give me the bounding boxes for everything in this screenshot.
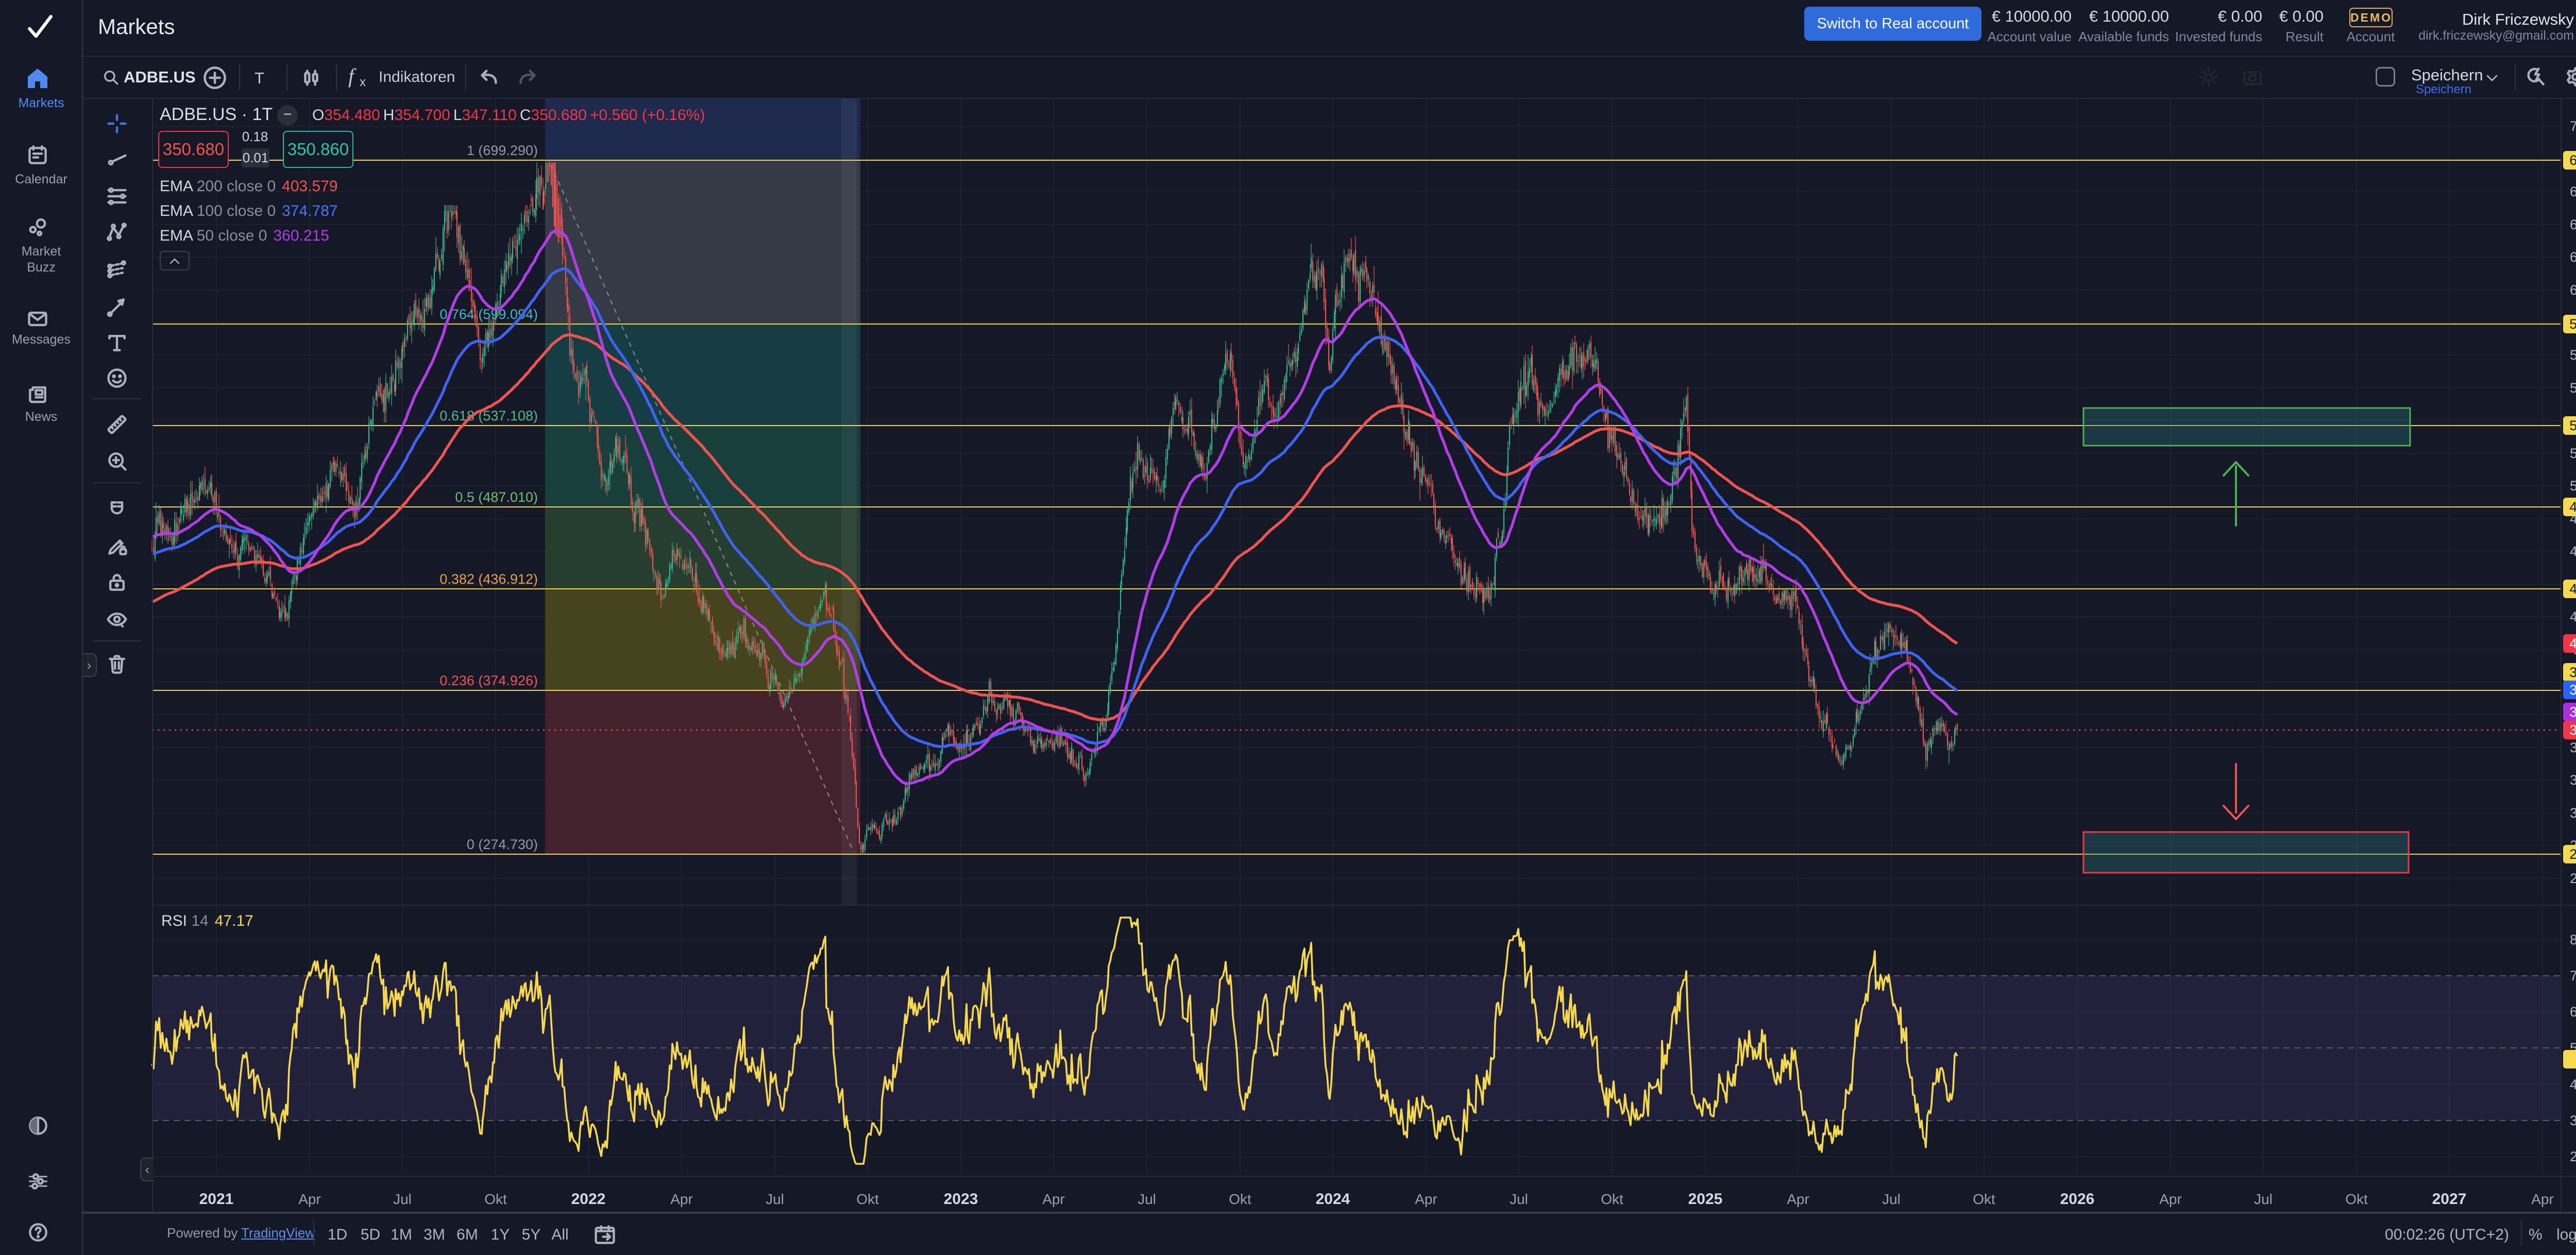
svg-text:0 (274.730): 0 (274.730) (467, 837, 538, 852)
svg-text:0.618 (537.108): 0.618 (537.108) (439, 408, 538, 423)
svg-text:0.382 (436.912): 0.382 (436.912) (439, 571, 538, 587)
svg-text:0.236 (374.926): 0.236 (374.926) (439, 673, 538, 688)
svg-text:1 (699.290): 1 (699.290) (467, 143, 538, 158)
svg-text:0.5 (487.010): 0.5 (487.010) (455, 489, 538, 505)
